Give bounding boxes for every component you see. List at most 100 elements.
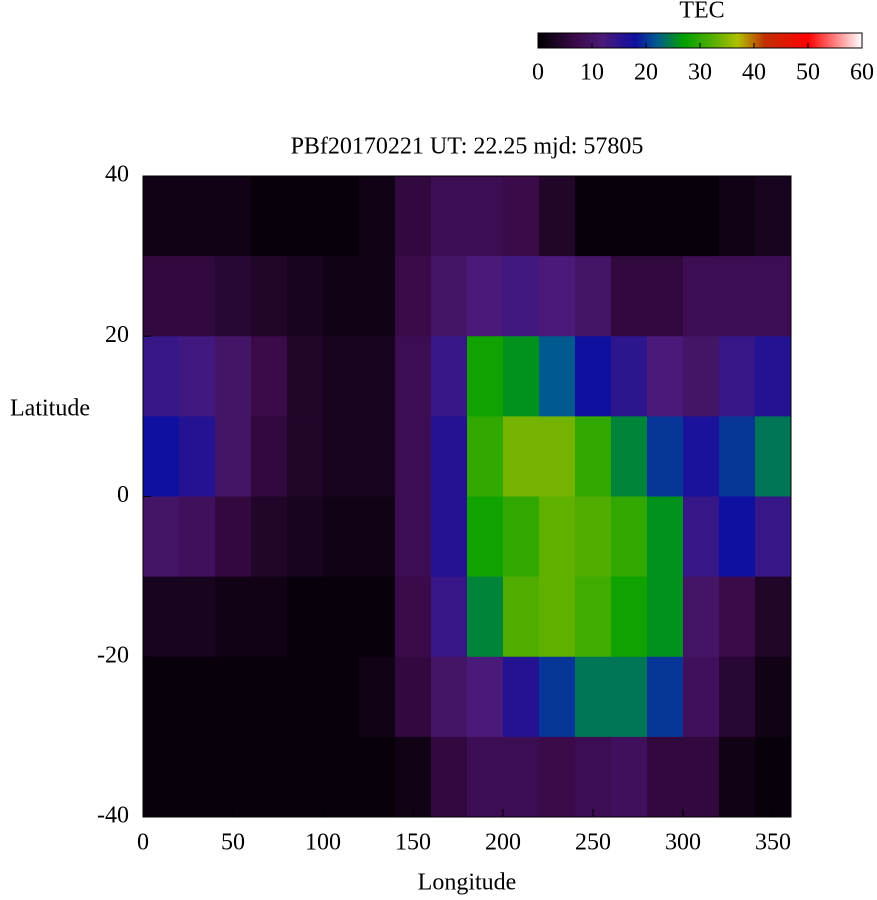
heat-cell [611, 416, 648, 497]
heat-cell [503, 256, 540, 337]
colorbar-tick-label: 40 [742, 60, 766, 86]
heat-cell [395, 656, 432, 738]
heat-cell [179, 576, 216, 658]
x-tick-label: 350 [755, 830, 791, 856]
y-tick-label: 40 [105, 162, 129, 188]
heat-cell [323, 496, 360, 578]
x-tick-label: 0 [137, 830, 149, 856]
heat-cell [287, 656, 324, 738]
heat-cell [719, 736, 756, 818]
y-axis-label: Latitude [10, 396, 90, 422]
heat-cell [467, 496, 504, 578]
heat-cell [719, 176, 756, 257]
heat-cell [143, 336, 180, 417]
y-tick-label: 0 [117, 482, 129, 508]
heat-cell [143, 176, 180, 257]
heat-cell [611, 656, 648, 738]
heat-cell [467, 176, 504, 257]
heat-cell [179, 256, 216, 337]
heat-cell [503, 656, 540, 738]
heat-cell [359, 176, 396, 257]
heat-cell [719, 416, 756, 497]
heat-cell [359, 416, 396, 497]
heat-cell [143, 496, 180, 578]
colorbar-tick-label: 30 [688, 60, 712, 86]
heat-cell [719, 576, 756, 658]
colorbar-tick-label: 60 [850, 60, 874, 86]
heat-cell [503, 496, 540, 578]
heat-cell [287, 496, 324, 578]
heat-cell [647, 176, 684, 257]
heat-cell [683, 576, 720, 658]
y-tick-label: -20 [97, 642, 129, 668]
heat-cell [611, 176, 648, 257]
heat-cell [323, 736, 360, 818]
heat-cell [719, 336, 756, 417]
heat-cell [539, 656, 576, 738]
chart-title: PBf20170221 UT: 22.25 mjd: 57805 [291, 134, 644, 160]
heat-cell [323, 576, 360, 658]
heat-cell [143, 576, 180, 658]
heat-cell [287, 576, 324, 658]
heat-cell [755, 496, 792, 578]
heat-cell [755, 576, 792, 658]
heat-cell [575, 656, 612, 738]
heat-cell [179, 736, 216, 818]
colorbar-tick-label: 0 [532, 60, 544, 86]
heat-cell [647, 736, 684, 818]
heat-cell [251, 576, 288, 658]
heat-cell [179, 416, 216, 497]
heat-cell [215, 416, 252, 497]
y-tick-label: -40 [97, 803, 129, 829]
heat-cell [395, 176, 432, 257]
heat-cell [251, 176, 288, 257]
heat-cell [647, 336, 684, 417]
heat-cell [287, 336, 324, 417]
heat-cell [215, 736, 252, 818]
heat-cell [539, 336, 576, 417]
heat-cell [215, 496, 252, 578]
heat-cell [359, 656, 396, 738]
heat-cell [395, 496, 432, 578]
colorbar-tick-label: 10 [580, 60, 604, 86]
heat-cell [359, 496, 396, 578]
heat-cell [467, 576, 504, 658]
heat-cell [467, 336, 504, 417]
heat-cell [755, 256, 792, 337]
heat-cell [179, 496, 216, 578]
heat-cell [395, 256, 432, 337]
heat-cell [359, 256, 396, 337]
heat-cell [539, 496, 576, 578]
heat-cell [251, 656, 288, 738]
heat-cell [251, 256, 288, 337]
heat-cell [647, 656, 684, 738]
heat-cell [215, 176, 252, 257]
heat-cell [575, 176, 612, 257]
heat-cell [575, 736, 612, 818]
heat-cell [431, 336, 468, 417]
heat-cell [683, 656, 720, 738]
heat-cell [323, 256, 360, 337]
heat-cell [431, 256, 468, 337]
heat-cell [431, 736, 468, 818]
heat-cell [539, 256, 576, 337]
heat-cell [539, 176, 576, 257]
heat-cell [683, 336, 720, 417]
heat-cell [575, 256, 612, 337]
heat-cell [503, 416, 540, 497]
heat-cell [143, 656, 180, 738]
heat-cell [611, 336, 648, 417]
heat-cell [359, 576, 396, 658]
x-tick-label: 300 [665, 830, 701, 856]
heat-cell [755, 336, 792, 417]
heat-cell [503, 576, 540, 658]
heat-cell [431, 496, 468, 578]
heat-cell [719, 496, 756, 578]
heat-cell [179, 656, 216, 738]
x-tick-label: 200 [485, 830, 521, 856]
heat-cell [395, 576, 432, 658]
heat-cell [683, 736, 720, 818]
colorbar-tick-label: 50 [796, 60, 820, 86]
